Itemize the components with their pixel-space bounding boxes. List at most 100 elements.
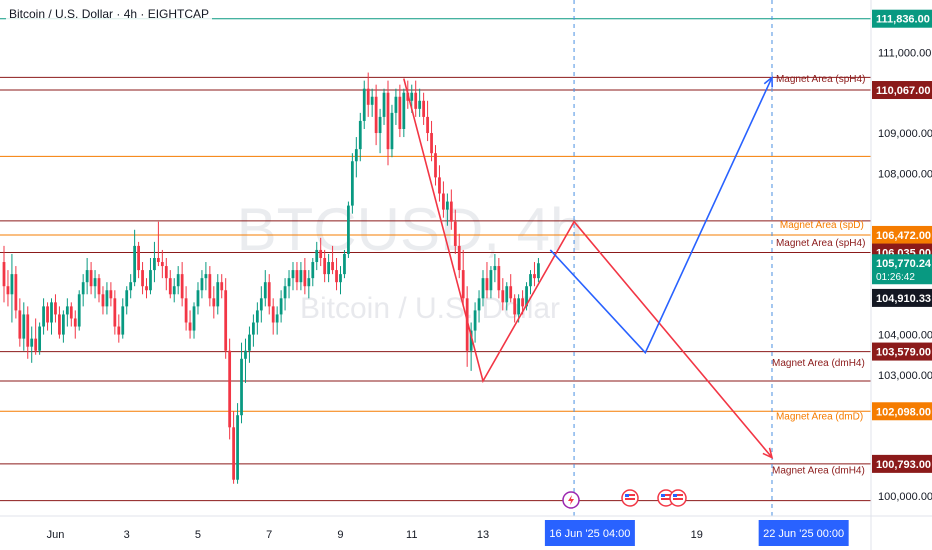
candle-body <box>34 338 38 351</box>
candle-body <box>248 334 251 351</box>
candle-body <box>97 278 101 295</box>
price-tag-box <box>872 9 932 28</box>
candle-body <box>58 314 61 335</box>
price-axis[interactable]: 111,000.00 109,000.00 108,000.00 104,000.00… <box>878 47 932 502</box>
candle-body <box>477 298 481 311</box>
candle-body <box>89 270 93 287</box>
candle-body <box>275 314 279 323</box>
candle-body <box>315 249 319 263</box>
candle-body <box>42 306 45 327</box>
candle-body <box>61 314 65 335</box>
candle-body <box>252 322 255 335</box>
candle-body <box>386 92 390 150</box>
price-tick-label: 104,000.00 <box>878 330 932 342</box>
magnet-area-label: Magnet Area (spD) <box>780 220 864 231</box>
price-tag-label: 103,579.00 <box>876 347 931 359</box>
watermark-symbol: BTCUSD, 4h <box>237 196 584 263</box>
candle-body <box>255 310 259 323</box>
time-tick-label: Jun <box>47 529 65 541</box>
time-axis[interactable]: Jun 3 5 7 9 11 13 19 <box>47 529 703 541</box>
price-tick-label: 108,000.00 <box>878 168 932 180</box>
candle-body <box>176 274 180 287</box>
candle-body <box>141 270 144 287</box>
symbol-title[interactable]: Bitcoin / U.S. Dollar · 4h · EIGHTCAP <box>6 6 213 22</box>
candle-body <box>153 258 156 271</box>
candle-body <box>196 290 200 307</box>
candle-body <box>18 310 22 339</box>
candle-body <box>216 282 220 307</box>
time-tick-label: 19 <box>691 529 703 541</box>
candle-body <box>69 306 73 319</box>
candle-body <box>497 266 501 291</box>
candle-body <box>303 270 307 287</box>
candle-body <box>473 310 477 331</box>
candle-body <box>93 278 97 287</box>
candle-body <box>50 302 53 323</box>
candle-body <box>26 314 30 347</box>
time-tick-label: 9 <box>337 529 343 541</box>
price-tag-label: 102,098.00 <box>876 406 931 418</box>
candle-body <box>200 278 204 291</box>
time-tick-label: 3 <box>124 529 130 541</box>
candle-body <box>160 262 164 267</box>
candle-body <box>529 274 532 287</box>
candle-body <box>85 270 89 283</box>
candle-body <box>10 274 14 295</box>
candle-body <box>192 306 196 331</box>
countdown-label: 01:26:42 <box>876 272 915 283</box>
candle-body <box>121 306 125 335</box>
price-tags: 111,836.00110,067.00106,472.00106,035.00… <box>872 9 932 473</box>
candle-body <box>228 350 232 428</box>
lightning-event-icon[interactable] <box>562 491 580 509</box>
price-tag-label: 110,067.00 <box>876 85 930 97</box>
candle-body <box>105 290 109 307</box>
candle-body <box>73 318 77 327</box>
time-tick-label: 7 <box>266 529 272 541</box>
candle-body <box>2 262 6 287</box>
candle-body <box>533 274 536 279</box>
price-tag-label: 100,793.00 <box>876 459 931 471</box>
price-tag-label: 104,910.33 <box>876 293 931 305</box>
candle-body <box>374 96 378 134</box>
candle-body <box>485 278 489 291</box>
candle-body <box>287 278 291 287</box>
candle-body <box>54 302 57 315</box>
magnet-annotations: Magnet Area (spH4) Magnet Area (spD) Magne… <box>772 74 865 476</box>
price-tag-label: 106,472.00 <box>876 230 931 242</box>
candle-body <box>481 278 485 299</box>
time-tick-label: 13 <box>477 529 489 541</box>
candle-body <box>101 294 105 307</box>
time-tick-label: 11 <box>406 529 417 541</box>
candle-body <box>493 266 497 271</box>
candle-body <box>378 116 382 134</box>
price-tag-box <box>872 254 932 285</box>
candle-body <box>291 270 295 279</box>
magnet-area-label: Magnet Area (spH4) <box>776 238 866 249</box>
candle-body <box>129 282 133 291</box>
price-tick-label: 103,000.00 <box>878 370 932 382</box>
candle-body <box>513 298 517 315</box>
candle-body <box>46 306 49 323</box>
candles <box>2 72 540 484</box>
candle-body <box>347 205 350 254</box>
us-flag-event-icon[interactable] <box>621 489 639 507</box>
price-tag-box <box>872 402 932 421</box>
candle-body <box>77 294 81 327</box>
magnet-area-label: Magnet Area (dmH4) <box>772 358 865 369</box>
candle-body <box>457 245 461 271</box>
candle-body <box>418 100 422 109</box>
red-projection-path <box>403 78 773 459</box>
candle-body <box>469 330 473 351</box>
candle-body <box>65 306 69 315</box>
us-flag-event-icon[interactable] <box>669 489 687 507</box>
candle-body <box>307 278 311 287</box>
candle-body <box>358 120 362 150</box>
event-icons[interactable] <box>562 489 687 509</box>
candle-body <box>382 92 386 117</box>
price-levels <box>0 18 871 502</box>
candle-body <box>537 263 540 279</box>
price-tag-box <box>872 454 932 473</box>
